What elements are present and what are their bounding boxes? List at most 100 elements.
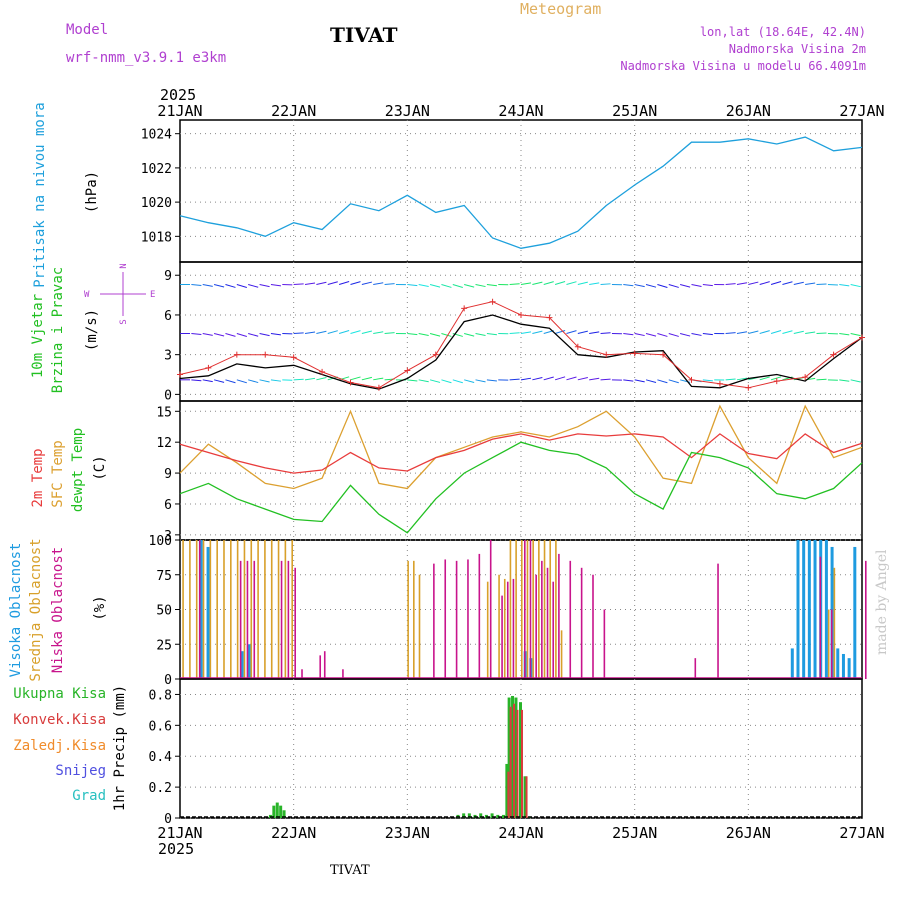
- mid-cloud-bar: [216, 540, 218, 679]
- wind-arrow: [770, 281, 782, 285]
- wind-unit: (m/s): [84, 309, 100, 351]
- mid-cloud-bar: [515, 540, 517, 679]
- compass-e: E: [150, 290, 155, 300]
- top-x-label: 21JAN: [157, 102, 202, 120]
- wind-arrow: [543, 281, 554, 285]
- high-cloud-bar: [841, 653, 845, 679]
- wind-arrow: [748, 330, 759, 334]
- precip-total-bar: [282, 810, 286, 818]
- bottom-x-label: 24JAN: [498, 824, 543, 842]
- wind-arrow: [429, 284, 441, 288]
- wind-arrow: [850, 379, 861, 383]
- mid-cloud-bar: [538, 540, 540, 679]
- mid-cloud-bar: [418, 574, 421, 679]
- low-cloud-bar: [433, 563, 435, 679]
- wind-arrow: [350, 376, 361, 381]
- pressure-title: Pritisak na nivou mora: [32, 102, 48, 287]
- wind-arrow: [316, 330, 327, 334]
- mid-cloud-bar: [243, 540, 246, 679]
- wind-arrow: [850, 332, 861, 337]
- wind-arrow: [702, 284, 713, 287]
- wind-arrow: [520, 282, 532, 285]
- high-cloud-bar: [847, 658, 851, 679]
- wind-arrow: [600, 332, 611, 334]
- low-cloud-bar: [569, 560, 572, 679]
- height-info: Nadmorska Visina 2m: [729, 42, 866, 56]
- wind-arrow: [338, 330, 350, 334]
- wind-arrow: [634, 379, 645, 383]
- temperature-panel: 3 6 9 12 15: [156, 400, 863, 544]
- wind-arrow: [361, 330, 372, 334]
- mid-cloud-bar: [509, 540, 512, 679]
- gust-marker: [603, 351, 610, 358]
- wind-arrow: [361, 281, 372, 285]
- low-cloud-bar: [524, 540, 526, 679]
- temp2m-title: 2m Temp: [30, 448, 46, 507]
- gust-marker: [319, 368, 326, 375]
- wind-arrow: [770, 330, 782, 334]
- wind-arrow: [452, 284, 463, 288]
- precip-panel: 0 0.2 0.4 0.6 0.8: [149, 678, 863, 827]
- high-cloud-bar: [824, 540, 828, 679]
- compass-s: S: [119, 319, 129, 324]
- precip-total-bar: [514, 697, 518, 818]
- dewpt-title: dewpt Temp: [70, 428, 86, 512]
- wind-arrow: [259, 332, 270, 337]
- wind-arrow: [554, 330, 566, 334]
- wind-arrow: [236, 379, 247, 384]
- wind-arrow: [577, 330, 588, 334]
- wind-arrow: [509, 378, 520, 381]
- y-tick-label: 0.6: [149, 719, 172, 734]
- wind-arrow: [361, 376, 372, 381]
- gust-marker: [233, 351, 240, 358]
- wind-arrow: [782, 281, 793, 285]
- top-x-label: 26JAN: [726, 102, 771, 120]
- low-cloud-title: Niska Oblacnost: [50, 547, 66, 673]
- wind-arrow: [759, 281, 770, 285]
- high-cloud-bar: [790, 648, 794, 679]
- mid-cloud-bar: [284, 540, 287, 679]
- mid-cloud-bar: [526, 540, 529, 679]
- mid-cloud-bar: [555, 540, 557, 679]
- wind-arrow: [225, 284, 236, 288]
- wind-arrow: [839, 284, 850, 287]
- sfc-temp-line: [179, 404, 863, 490]
- precip-total-bar: [496, 814, 500, 818]
- mid-cloud-bar: [182, 540, 184, 679]
- wind-speed-line: [179, 314, 863, 390]
- wind-arrow: [589, 282, 600, 285]
- wind-arrow: [304, 282, 316, 285]
- wind-arrow: [191, 284, 202, 286]
- y-tick-label: 12: [156, 436, 172, 451]
- model-name: wrf-nmm_v3.9.1 e3km: [66, 50, 226, 66]
- pressure-panel: 1018 1020 1022 1024: [141, 119, 863, 263]
- cloud-unit: (%): [92, 595, 108, 620]
- wind-arrow: [623, 379, 634, 382]
- low-cloud-bar: [239, 560, 242, 679]
- low-cloud-bar: [603, 609, 606, 679]
- wind-arrow: [259, 379, 270, 383]
- station-title: TIVAT: [330, 23, 398, 47]
- low-cloud-bar: [552, 581, 555, 679]
- wind-arrow: [509, 283, 520, 286]
- gust-marker: [177, 371, 183, 378]
- low-cloud-bar: [535, 574, 537, 679]
- wind-arrow: [327, 281, 338, 285]
- mid-cloud-bar: [277, 540, 280, 679]
- wind-arrow: [839, 332, 850, 336]
- wind-arrow: [509, 332, 520, 334]
- top-x-label: 25JAN: [612, 102, 657, 120]
- wind-panel: 0 3 6 9: [164, 261, 865, 403]
- low-cloud-bar: [319, 655, 321, 679]
- mid-cloud-bar: [291, 540, 293, 679]
- wind-arrow: [668, 379, 679, 384]
- wind-arrow: [554, 376, 566, 381]
- y-tick-label: 50: [156, 604, 172, 619]
- wind-arrow: [668, 284, 679, 288]
- wind-arrow: [225, 333, 236, 337]
- wind-arrow: [634, 284, 645, 288]
- wind-arrow: [839, 379, 850, 382]
- wind-arrow: [816, 378, 827, 381]
- wind-arrow: [736, 282, 748, 285]
- wind-arrow: [645, 284, 657, 288]
